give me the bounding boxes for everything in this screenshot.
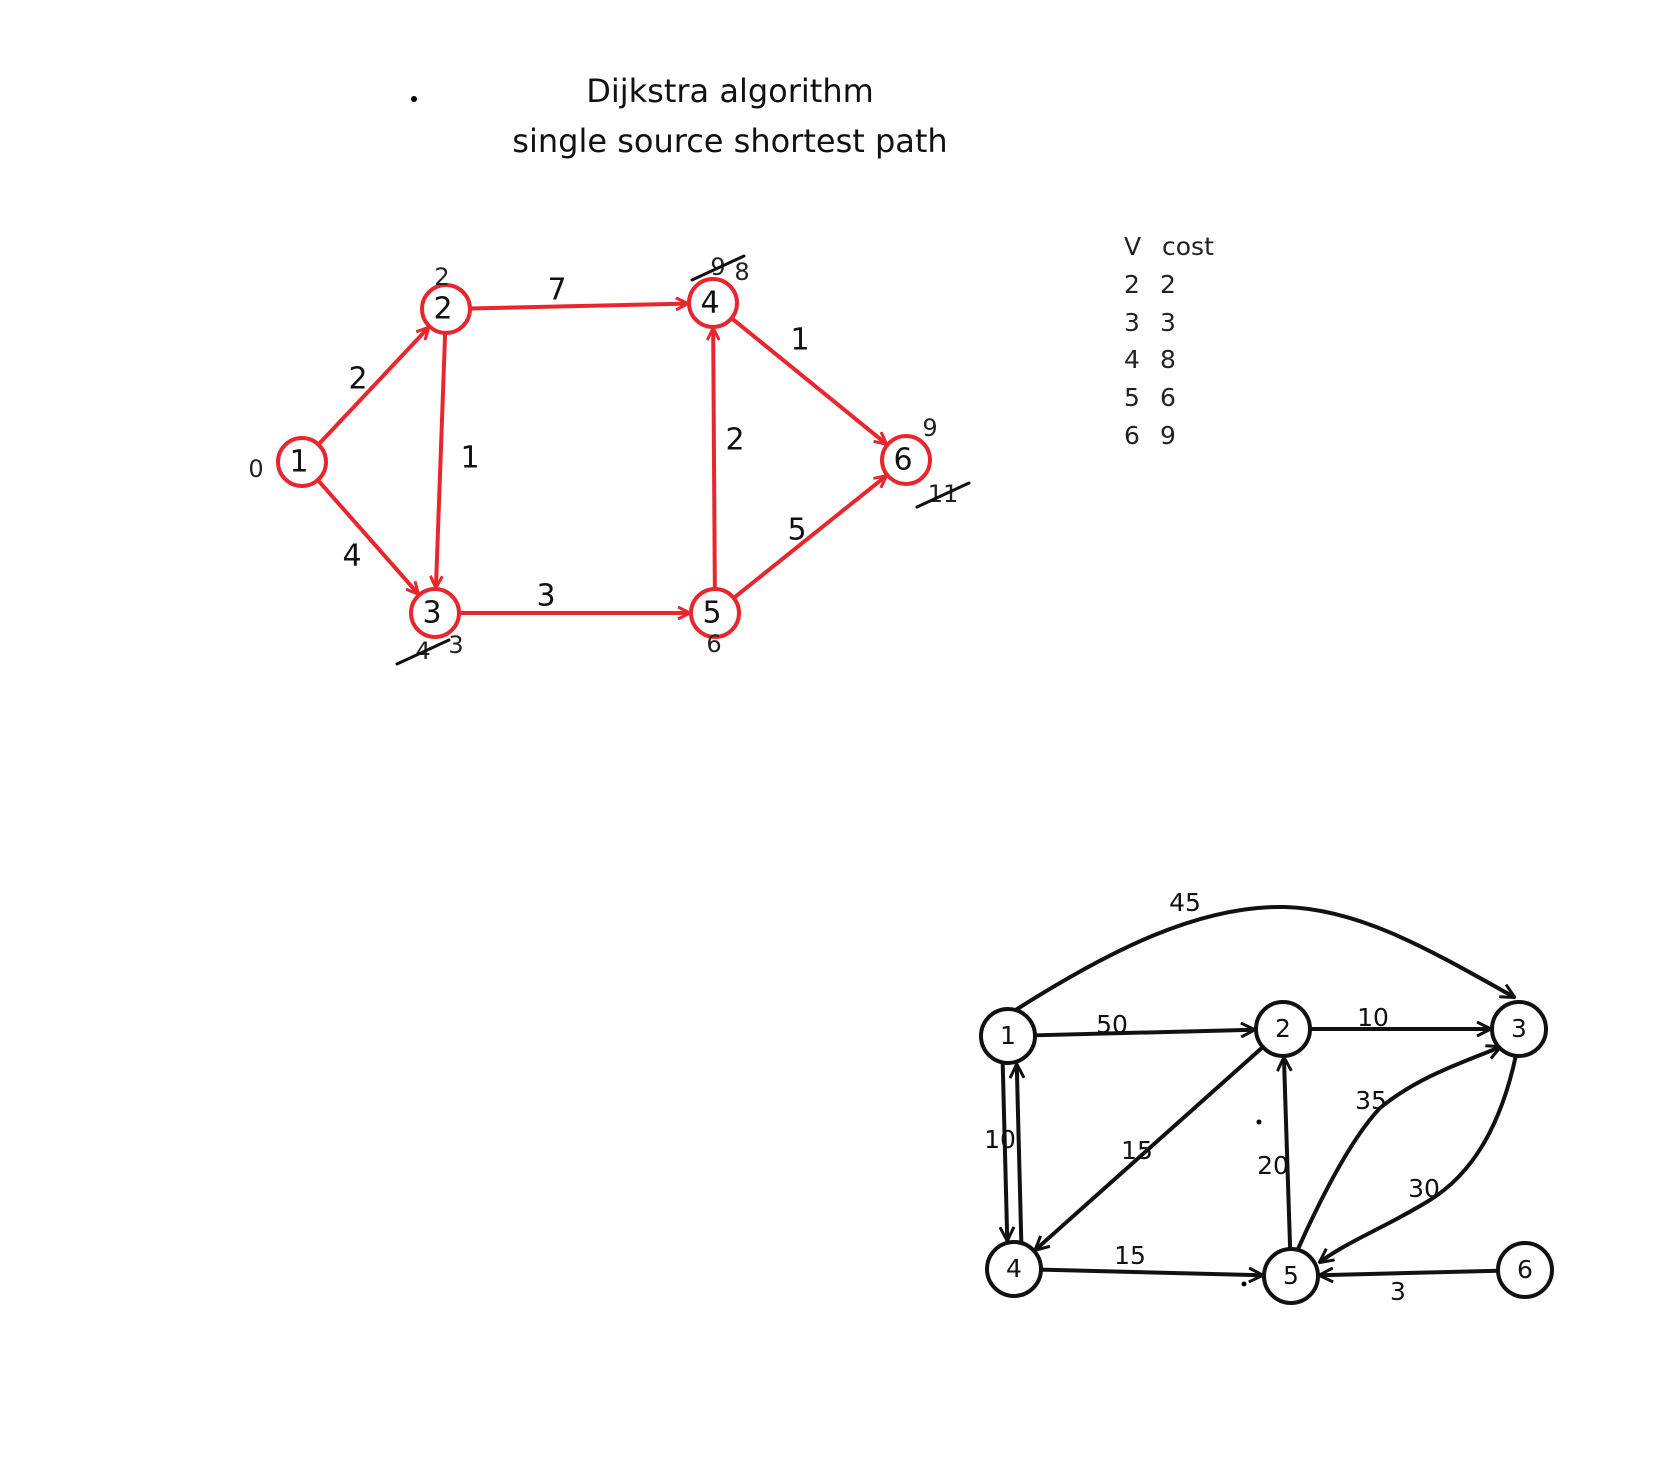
node-circle [1496,1241,1554,1299]
edge-weight-label: 30 [1408,1174,1440,1203]
edge-weight-label: 7 [547,273,566,308]
diagram-subtitle: single source shortest path [512,122,948,160]
cost-table: V cost 2 2 3 3 4 8 5 6 6 9 [1124,232,1214,450]
node-distance-label: 8 [734,258,749,286]
node-label: 3 [422,596,441,631]
stray-dot [411,96,417,102]
edge-6-5 [1320,1271,1501,1276]
node-label: 4 [700,286,719,321]
edge-weight-label: 35 [1355,1086,1387,1115]
edge-5-6 [731,476,886,600]
node-label: 1 [289,445,308,480]
edge-weight-label: 45 [1169,888,1201,917]
edge-5-3 [1296,1047,1500,1251]
edge-2-4 [1036,1044,1265,1250]
node-label: 5 [1283,1261,1299,1290]
edge-1-2 [316,328,428,447]
edge-weight-label: 10 [1357,1003,1389,1032]
node-distance-label: 3 [448,631,463,659]
edge-weight-label: 10 [984,1125,1016,1154]
edge-2-4 [467,304,687,309]
node-circle [985,1240,1043,1298]
node-label: 6 [893,443,912,478]
strikethrough-mark [915,481,971,509]
node-label: 3 [1511,1014,1527,1043]
node-circle [979,1007,1037,1065]
node-circle [689,587,741,639]
edge-weight-label: 15 [1114,1241,1146,1270]
node-label: 2 [1275,1014,1291,1043]
node-circle [1254,1000,1312,1058]
edge-1-3 [1012,904,1514,1013]
table-header-cost: cost [1162,232,1214,261]
edge-weight-label: 1 [460,441,479,476]
node-label: 1 [1000,1021,1016,1050]
node-circle [880,434,932,486]
edge-weight-label: 3 [1390,1277,1406,1306]
edge-weight-label: 50 [1096,1010,1128,1039]
table-header-v: V [1124,232,1142,261]
edge-weight-label: 5 [787,513,806,548]
stray-dot [1241,1281,1247,1287]
node-circle [1490,1000,1548,1058]
node-distance-label: 6 [706,630,721,658]
node-circle [276,436,328,488]
edge-4-5 [1038,1270,1262,1276]
edge-1-3 [315,478,418,593]
stray-dot [1256,1119,1262,1125]
node-distance-label: 2 [434,263,449,291]
strikethrough-mark [690,254,746,282]
node-label: 2 [433,292,452,327]
edge-5-2 [1284,1058,1290,1252]
edge-weight-label: 2 [725,423,744,458]
edge-1-2 [1032,1030,1254,1036]
edge-1-4 [1003,1060,1008,1240]
node-distance-label: 9 [922,414,937,442]
edge-4-1 [1017,1065,1022,1245]
edge-weight-label: 15 [1121,1136,1153,1165]
node-circle [420,283,472,335]
node-label: 6 [1517,1255,1533,1284]
edge-weight-label: 4 [342,539,361,574]
edge-weight-label: 3 [536,579,555,614]
node-circle [1262,1247,1320,1305]
edge-3-5 [1320,1053,1518,1262]
edge-weight-label: 20 [1257,1151,1289,1180]
node-label: 5 [702,596,721,631]
edge-weight-label: 1 [790,323,809,358]
edge-weight-label: 2 [348,362,367,397]
edge-2-3 [436,330,448,587]
node-circle [687,277,739,329]
edge-5-4 [713,329,715,592]
diagram-title: Dijkstra algorithm [586,72,874,110]
node-distance-label: 0 [248,455,263,483]
strikethrough-mark [395,638,451,666]
node-circle [409,587,461,639]
edge-4-6 [729,316,886,443]
node-label: 4 [1006,1254,1022,1283]
